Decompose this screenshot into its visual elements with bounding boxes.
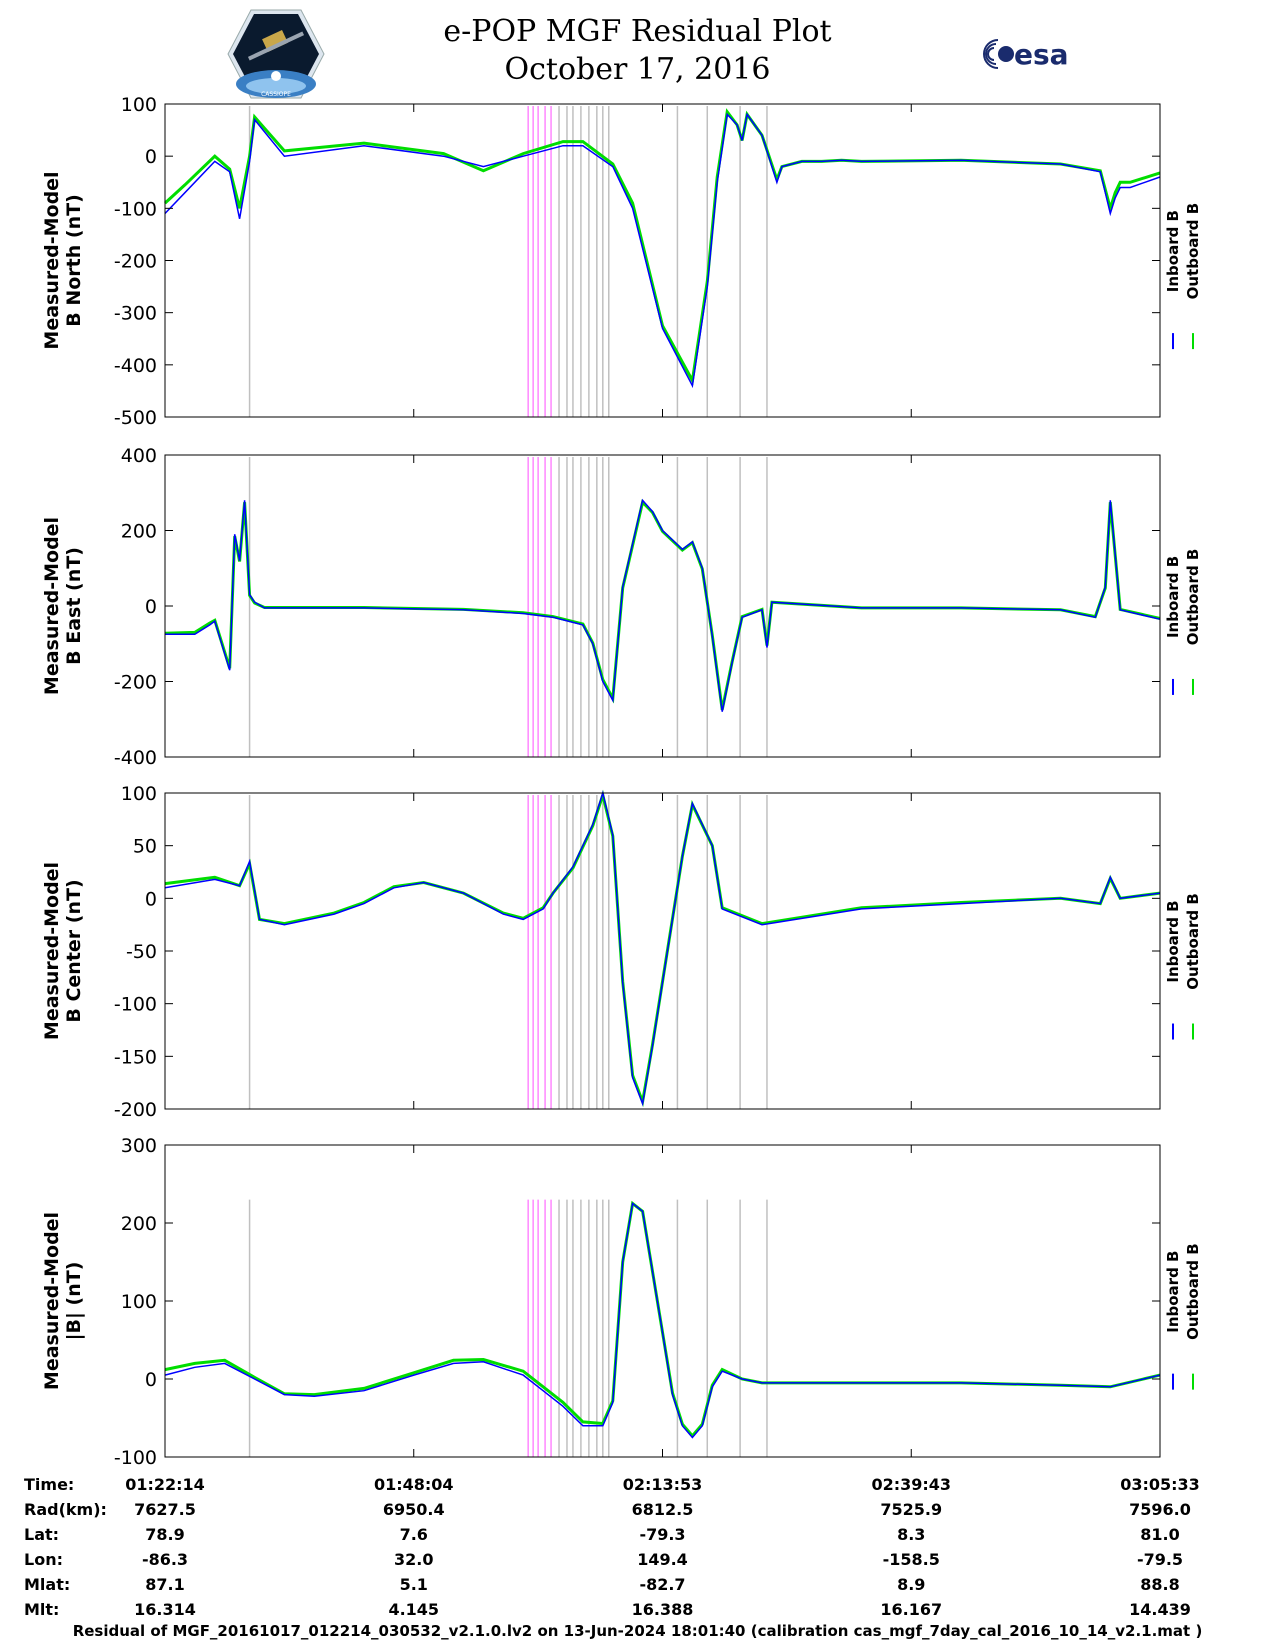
info-row-label: Mlt: [24, 1600, 60, 1619]
info-cell: -86.3 [141, 1550, 189, 1569]
info-cell: 78.9 [145, 1525, 185, 1544]
y-tick-label: -400 [114, 747, 157, 769]
cassiope-logo: CASSIOPE [227, 9, 325, 99]
footer-caption: Residual of MGF_20161017_012214_030532_v… [72, 1622, 1203, 1640]
info-cell: 7525.9 [880, 1500, 943, 1519]
y-axis-label: Measured-ModelB Center (nT) [41, 862, 85, 1040]
legend-label: Outboard B [1184, 893, 1202, 990]
info-cell: 149.4 [637, 1550, 688, 1569]
info-row-label: Rad(km): [24, 1500, 107, 1519]
plot-frame [164, 1144, 1161, 1458]
info-cell: 7627.5 [134, 1500, 196, 1519]
info-cell: 87.1 [145, 1575, 185, 1594]
info-cell: 4.145 [388, 1600, 440, 1619]
info-cell: 6950.4 [382, 1500, 445, 1519]
outboard-series [164, 789, 1161, 1108]
y-tick-label: -200 [114, 672, 157, 694]
y-tick-label: -100 [114, 198, 157, 220]
y-axis-label: Measured-ModelB East (nT) [41, 517, 85, 695]
y-axis-label-line: Measured-Model [41, 862, 63, 1040]
y-tick-label: -400 [114, 355, 157, 377]
outboard-series [164, 499, 1161, 711]
info-cell: 8.3 [897, 1525, 926, 1544]
inboard-series [164, 1202, 1161, 1439]
outboard-series [164, 1200, 1161, 1439]
info-cell: 01:48:04 [373, 1475, 454, 1494]
inboard-series [165, 498, 1161, 712]
y-axis-label-line: Measured-Model [41, 1212, 63, 1390]
legend-label: Inboard B [1164, 556, 1182, 638]
info-cell: 16.314 [134, 1600, 196, 1619]
y-axis-label-line: Measured-Model [41, 517, 63, 695]
chart-date: October 17, 2016 [504, 52, 771, 87]
legend-label: Inboard B [1164, 1251, 1182, 1333]
info-cell: 8.9 [897, 1575, 926, 1594]
info-row-label: Time: [24, 1475, 75, 1494]
y-tick-label: 200 [121, 521, 157, 543]
legend-label: Inboard B [1164, 210, 1182, 292]
legend-label: Outboard B [1184, 1243, 1202, 1340]
y-tick-label: 50 [133, 836, 157, 858]
esa-logo-text: esa [1014, 38, 1069, 71]
info-cell: 16.388 [631, 1600, 694, 1619]
y-tick-label: -300 [114, 303, 157, 325]
info-cell: 14.439 [1129, 1600, 1191, 1619]
y-axis-label-line: B East (nT) [63, 547, 85, 665]
y-tick-label: 0 [145, 1369, 157, 1391]
legend-label: Outboard B [1184, 203, 1202, 300]
y-tick-label: -100 [114, 994, 157, 1016]
legend-label: Outboard B [1184, 549, 1202, 646]
y-tick-label: -50 [126, 941, 157, 963]
info-cell: 16.167 [880, 1600, 943, 1619]
plot-frame [164, 103, 1161, 418]
y-axis-label-line: |B| (nT) [63, 1262, 85, 1341]
y-tick-label: 100 [121, 94, 157, 116]
y-tick-label: 0 [145, 146, 157, 168]
plot-frame [164, 792, 1161, 1110]
info-row-label: Mlat: [24, 1575, 71, 1594]
esa-logo: esa [983, 38, 1069, 71]
chart-title: e-POP MGF Residual Plot [443, 14, 832, 49]
y-tick-label: 0 [145, 888, 157, 910]
inboard-series [164, 790, 1161, 1107]
info-cell: 03:05:33 [1120, 1475, 1200, 1494]
y-tick-label: -100 [114, 1447, 157, 1469]
info-cell: 01:22:14 [125, 1475, 205, 1494]
info-cell: -79.5 [1136, 1550, 1184, 1569]
info-cell: -79.3 [639, 1525, 686, 1544]
info-row-label: Lat: [24, 1525, 60, 1544]
info-cell: 7.6 [399, 1525, 428, 1544]
inboard-series [164, 112, 1161, 389]
info-cell: 88.8 [1140, 1575, 1180, 1594]
info-cell: 7596.0 [1129, 1500, 1191, 1519]
info-cell: 6812.5 [631, 1500, 694, 1519]
y-tick-label: 0 [145, 596, 157, 618]
info-cell: 02:13:53 [622, 1475, 703, 1494]
y-axis-label: Measured-Model|B| (nT) [41, 1212, 85, 1390]
y-axis-label-line: B Center (nT) [63, 879, 85, 1022]
y-axis-label: Measured-ModelB North (nT) [41, 171, 85, 349]
y-tick-label: -150 [114, 1046, 157, 1068]
y-tick-label: 200 [121, 1213, 157, 1235]
legend-label: Inboard B [1164, 900, 1182, 982]
cassiope-logo-text: CASSIOPE [261, 91, 291, 98]
info-cell: -82.7 [639, 1575, 686, 1594]
y-tick-label: -200 [114, 1099, 157, 1121]
y-tick-label: 100 [121, 1291, 157, 1313]
info-row-label: Lon: [24, 1550, 63, 1569]
y-axis-label-line: Measured-Model [41, 171, 63, 349]
y-tick-label: -200 [114, 251, 157, 273]
y-tick-label: -500 [114, 407, 157, 429]
y-tick-label: 300 [121, 1135, 157, 1157]
info-cell: 5.1 [399, 1575, 428, 1594]
info-cell: 32.0 [394, 1550, 434, 1569]
y-tick-label: 100 [121, 783, 157, 805]
info-cell: 81.0 [1140, 1525, 1180, 1544]
y-tick-label: 400 [121, 445, 157, 467]
y-axis-label-line: B North (nT) [63, 194, 85, 327]
info-cell: 02:39:43 [871, 1475, 952, 1494]
info-cell: -158.5 [882, 1550, 940, 1569]
